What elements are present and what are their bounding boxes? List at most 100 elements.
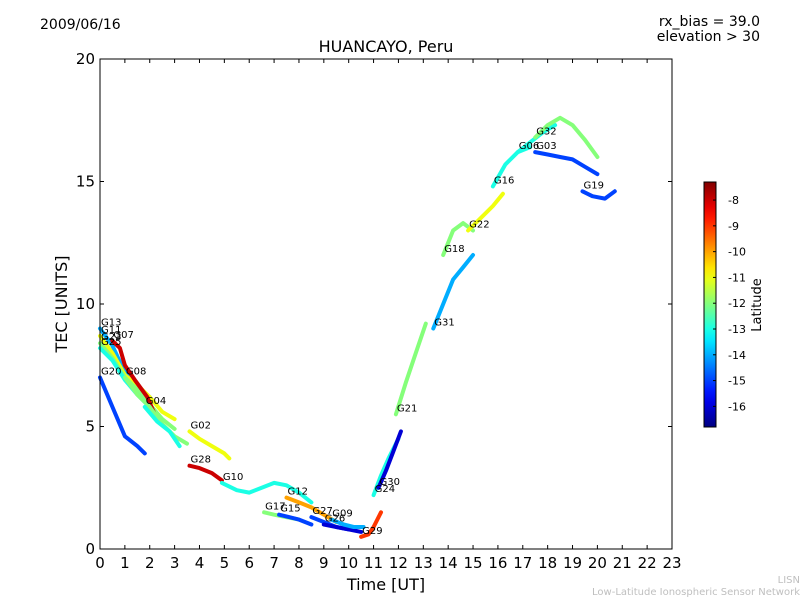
x-tick-label: 0 bbox=[95, 554, 105, 572]
colorbar-tick-label: -11 bbox=[728, 271, 746, 284]
x-tick-label: 16 bbox=[488, 554, 507, 572]
x-tick-label: 19 bbox=[563, 554, 582, 572]
series-label-g20: G20 bbox=[101, 367, 121, 378]
x-tick-label: 14 bbox=[439, 554, 458, 572]
series-g02 bbox=[187, 429, 232, 461]
series-g10 bbox=[219, 480, 314, 505]
series-g29 bbox=[359, 510, 383, 539]
colorbar-tick-label: -9 bbox=[728, 220, 739, 233]
series-label-g28: G28 bbox=[191, 455, 211, 466]
axes: 0 1 2 3 4 5 6 7 8 9 10 11 12 13 14 15 16 17 18 19 20 21 22 2305… bbox=[76, 50, 682, 572]
rx-bias-label: rx_bias = 39.0 bbox=[658, 14, 760, 30]
series-g20 bbox=[98, 375, 147, 456]
series-label-g24: G24 bbox=[375, 484, 395, 495]
series-label-g26: G26 bbox=[325, 514, 345, 525]
series-label-g25: G25 bbox=[101, 337, 121, 348]
series-g03 bbox=[533, 150, 600, 177]
colorbar-tick-label: -10 bbox=[728, 246, 746, 259]
y-axis-label: TEC [UNITS] bbox=[52, 256, 71, 354]
x-axis-label: Time [UT] bbox=[346, 575, 425, 594]
series-g07 bbox=[110, 338, 157, 417]
series-g04 bbox=[142, 404, 182, 449]
series-label-g13: G13 bbox=[101, 318, 121, 329]
x-tick-label: 11 bbox=[364, 554, 383, 572]
x-tick-label: 3 bbox=[170, 554, 180, 572]
x-tick-label: 22 bbox=[638, 554, 657, 572]
colorbar-tick-label: -12 bbox=[728, 297, 746, 310]
series-label-g11: G11 bbox=[101, 325, 121, 336]
y-tick-label: 10 bbox=[76, 295, 95, 313]
footer-lisn: LISN bbox=[777, 575, 800, 586]
x-tick-label: 13 bbox=[414, 554, 433, 572]
colorbar-tick-label: -14 bbox=[728, 349, 746, 362]
series-g21 bbox=[393, 321, 428, 417]
series-g18 bbox=[441, 221, 475, 257]
series-label-g27: G27 bbox=[312, 506, 332, 517]
colorbar-label: Latitude bbox=[750, 278, 765, 332]
series-g09 bbox=[329, 517, 366, 529]
colorbar-tick-label: -13 bbox=[728, 323, 746, 336]
series-g22 bbox=[466, 191, 505, 233]
x-tick-label: 4 bbox=[195, 554, 205, 572]
y-tick-label: 5 bbox=[85, 418, 95, 436]
date-label: 2009/06/16 bbox=[40, 17, 121, 33]
series-g26 bbox=[321, 522, 364, 534]
x-tick-label: 9 bbox=[319, 554, 329, 572]
x-tick-label: 6 bbox=[244, 554, 254, 572]
series-label-g07: G07 bbox=[113, 330, 133, 341]
colorbar-gradient bbox=[703, 181, 717, 428]
x-tick-label: 8 bbox=[294, 554, 304, 572]
series-label-g31: G31 bbox=[434, 318, 454, 329]
x-tick-label: 2 bbox=[145, 554, 155, 572]
series-label-g04: G04 bbox=[146, 396, 166, 407]
x-tick-label: 15 bbox=[463, 554, 482, 572]
x-tick-label: 10 bbox=[339, 554, 358, 572]
series-g19 bbox=[580, 189, 617, 201]
x-tick-label: 21 bbox=[613, 554, 632, 572]
series-label-g06: G06 bbox=[519, 141, 539, 152]
series-label-g19: G19 bbox=[584, 180, 604, 191]
series-label-g08: G08 bbox=[126, 367, 146, 378]
y-tick-label: 0 bbox=[85, 540, 95, 558]
series-label-g32: G32 bbox=[536, 126, 556, 137]
y-tick-label: 20 bbox=[76, 50, 95, 68]
chart-title: HUANCAYO, Peru bbox=[318, 37, 454, 56]
x-tick-label: 23 bbox=[662, 554, 681, 572]
series-label-g23: G23 bbox=[101, 332, 121, 343]
footer-network-name: Low-Latitude Ionospheric Sensor Network bbox=[592, 587, 800, 598]
series-g31 bbox=[431, 253, 475, 331]
series-label-g22: G22 bbox=[469, 220, 489, 231]
x-tick-label: 18 bbox=[538, 554, 557, 572]
x-tick-label: 12 bbox=[389, 554, 408, 572]
series-label-g12: G12 bbox=[288, 487, 308, 498]
series-label-g10: G10 bbox=[223, 472, 243, 483]
series-label-g21: G21 bbox=[397, 403, 417, 414]
x-tick-label: 5 bbox=[220, 554, 230, 572]
colorbar-tick-label: -15 bbox=[728, 375, 746, 388]
series-label-g02: G02 bbox=[191, 420, 211, 431]
colorbar: -8 -9 -10 -11 -12 -13 -14 -15 -16 bbox=[703, 181, 746, 428]
series-label-g15: G15 bbox=[280, 504, 300, 515]
series-g28 bbox=[187, 463, 224, 483]
x-tick-label: 7 bbox=[269, 554, 279, 572]
x-tick-label: 17 bbox=[513, 554, 532, 572]
series-g12 bbox=[284, 495, 339, 524]
colorbar-tick-label: -8 bbox=[728, 194, 739, 207]
series-g08 bbox=[122, 375, 189, 446]
series-label-g03: G03 bbox=[536, 141, 556, 152]
series-label-g18: G18 bbox=[444, 244, 464, 255]
colorbar-tick-label: -16 bbox=[728, 400, 746, 413]
x-tick-label: 1 bbox=[120, 554, 130, 572]
series-label-g17: G17 bbox=[265, 501, 285, 512]
series-label-g30: G30 bbox=[380, 477, 400, 488]
series-g32 bbox=[533, 115, 600, 159]
series-label-g29: G29 bbox=[362, 526, 382, 537]
series-label-g16: G16 bbox=[494, 175, 514, 186]
y-tick-label: 15 bbox=[76, 173, 95, 191]
series-g15 bbox=[277, 512, 314, 527]
series-label-g09: G09 bbox=[332, 509, 352, 520]
elevation-label: elevation > 30 bbox=[656, 29, 760, 45]
x-tick-label: 20 bbox=[588, 554, 607, 572]
